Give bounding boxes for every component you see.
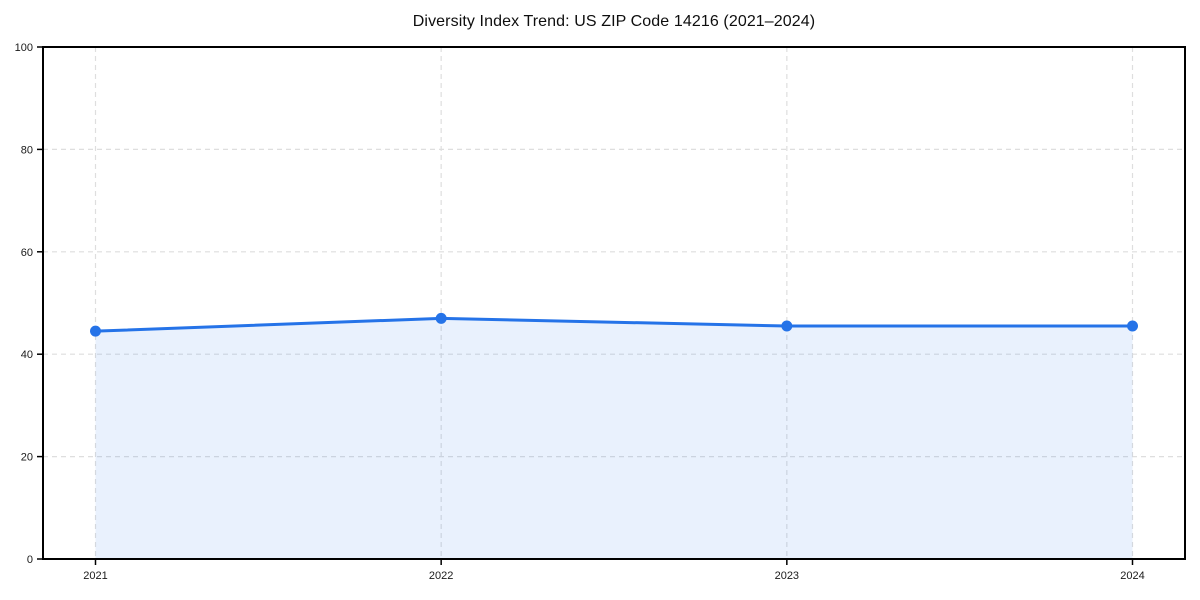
y-tick-label: 20 — [21, 452, 33, 464]
data-point-2022 — [435, 312, 447, 324]
x-tick-label: 2023 — [775, 570, 799, 582]
y-tick-label: 40 — [21, 349, 33, 361]
x-tick-label: 2022 — [429, 570, 453, 582]
area-fill — [95, 318, 1133, 559]
x-tick-label: 2021 — [83, 570, 107, 582]
y-tick-label: 100 — [15, 42, 33, 54]
chart-title: Diversity Index Trend: US ZIP Code 14216… — [412, 13, 816, 30]
y-tick-label: 0 — [27, 554, 33, 566]
y-tick-label: 80 — [21, 144, 33, 156]
y-tick-label: 60 — [21, 247, 33, 259]
plot-border — [42, 46, 1186, 560]
data-point-2023 — [781, 320, 793, 332]
data-point-2021 — [90, 325, 101, 337]
trend-line — [94, 316, 1134, 333]
x-tick-label: 2024 — [1120, 570, 1144, 582]
data-point-2024 — [1127, 320, 1138, 332]
